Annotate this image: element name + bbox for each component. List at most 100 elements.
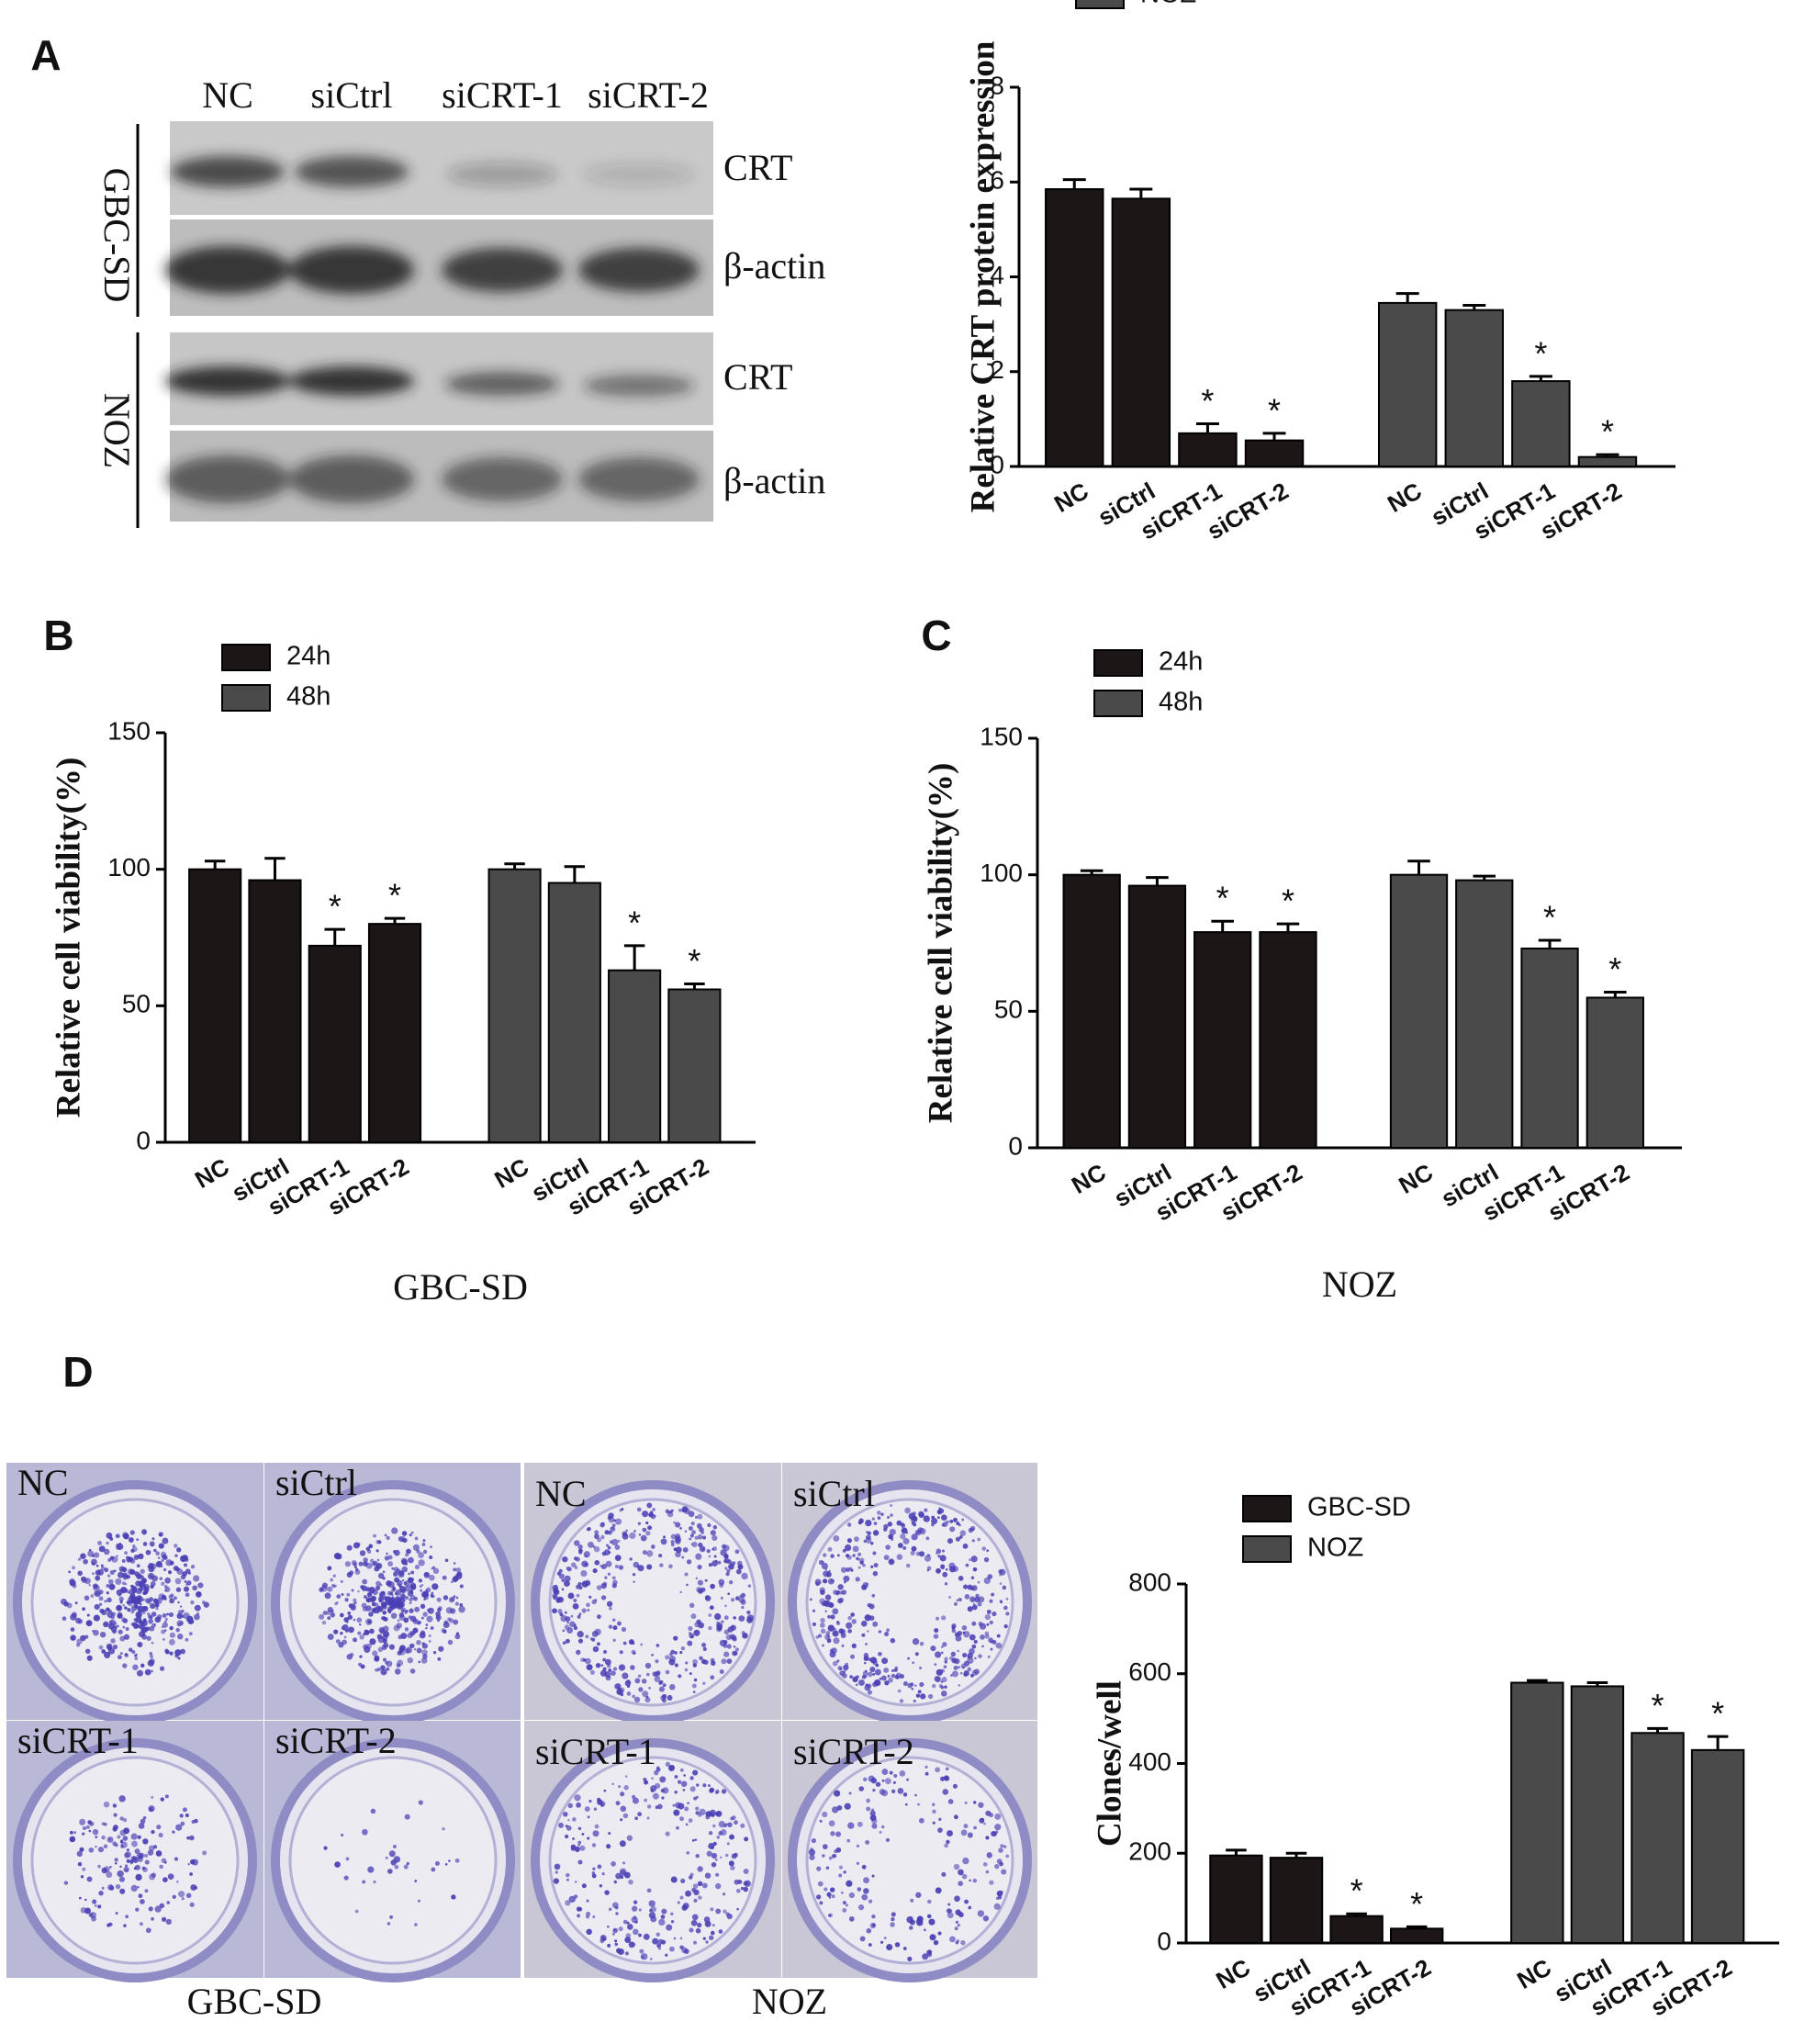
colony-dot: [327, 1566, 332, 1571]
colony-dot: [983, 1577, 991, 1585]
colony-dot: [129, 1860, 134, 1865]
colony-dot: [140, 1818, 146, 1825]
colony-dot: [822, 1854, 825, 1858]
colony-dot: [691, 1541, 698, 1547]
colony-dot: [118, 1795, 126, 1803]
colony-dot: [401, 1607, 407, 1612]
colony-dot: [886, 1947, 890, 1950]
colony-dot: [681, 1506, 689, 1513]
colony-dot: [957, 1649, 959, 1653]
colony-dot: [627, 1924, 633, 1930]
colony-dot: [398, 1570, 405, 1577]
colony-dot: [76, 1643, 81, 1647]
x-axis-title: NOZ: [1322, 1263, 1397, 1305]
colony-dot: [177, 1600, 180, 1604]
colony-dot: [658, 1918, 666, 1926]
colony-dot: [654, 1676, 661, 1683]
colony-dot: [688, 1526, 693, 1531]
colony-dot: [867, 1683, 872, 1689]
colony-dot: [181, 1897, 185, 1901]
colony-dot: [574, 1540, 580, 1546]
colony-dot: [897, 1788, 904, 1794]
colony-dot: [362, 1880, 366, 1884]
colony-dot: [661, 1698, 667, 1703]
significance-mark: *: [1216, 880, 1229, 917]
colony-dot: [81, 1832, 85, 1836]
colony-dot: [161, 1629, 166, 1634]
colony-dot: [130, 1833, 138, 1840]
condition-label: siCRT-1: [17, 1720, 139, 1761]
colony-dot: [174, 1578, 182, 1585]
colony-dot: [649, 1511, 654, 1515]
colony-dot: [364, 1595, 367, 1599]
colony-dot: [386, 1580, 392, 1587]
colony-dot: [705, 1940, 709, 1944]
colony-dot: [919, 1681, 924, 1688]
colony-dot: [162, 1916, 167, 1922]
colony-dot: [174, 1649, 182, 1657]
bar: [1111, 197, 1171, 467]
colony-dot: [715, 1810, 723, 1817]
colony-dot: [701, 1658, 707, 1665]
colony-dot: [638, 1933, 642, 1937]
colony-dot: [833, 1535, 840, 1542]
colony-dot: [161, 1858, 167, 1864]
colony-dot: [650, 1513, 656, 1520]
colony-dot: [822, 1844, 828, 1850]
colony-dot: [608, 1516, 615, 1523]
colony-dot: [592, 1645, 599, 1653]
colony-dot: [661, 1796, 665, 1800]
colony-dot: [576, 1649, 581, 1656]
colony-dot: [139, 1602, 142, 1606]
colony-dot: [391, 1527, 398, 1534]
colony-dot: [852, 1554, 856, 1557]
colony-dot: [619, 1650, 623, 1655]
colony-dot: [366, 1591, 373, 1598]
colony-dot: [888, 1558, 895, 1566]
colony-dot: [148, 1906, 153, 1912]
colony-dot: [668, 1658, 676, 1666]
colony-dot: [581, 1560, 588, 1567]
colony-dot: [573, 1598, 577, 1603]
significance-mark: *: [1410, 1885, 1423, 1923]
colony-dot: [164, 1585, 168, 1589]
legend-swatch: [221, 644, 271, 671]
colony-dot: [628, 1639, 634, 1645]
significance-mark: *: [1350, 1872, 1363, 1910]
colony-dot: [566, 1878, 569, 1881]
colony-dot: [591, 1599, 597, 1605]
colony-dot: [401, 1531, 408, 1536]
colony-dot: [130, 1856, 137, 1862]
colony-dot: [868, 1603, 875, 1610]
colony-dot: [937, 1555, 941, 1558]
colony-dot: [632, 1797, 639, 1804]
colony-dot: [599, 1883, 603, 1888]
colony-dot: [843, 1870, 846, 1874]
colony-dot: [625, 1775, 628, 1778]
colony-dot: [842, 1673, 847, 1679]
colony-dot: [658, 1686, 666, 1692]
colony-dot: [846, 1522, 852, 1527]
colony-dot: [404, 1627, 409, 1632]
colony-dot: [977, 1910, 985, 1917]
colony-dot: [618, 1785, 621, 1789]
colony-dot: [108, 1583, 116, 1590]
colony-dot: [169, 1625, 174, 1631]
colony-dot: [891, 1673, 896, 1679]
colony-dot: [835, 1621, 841, 1625]
colony-dot: [611, 1618, 616, 1623]
colony-dot: [159, 1666, 165, 1671]
colony-dot: [704, 1595, 710, 1600]
colony-dot: [354, 1909, 359, 1914]
colony-dot: [611, 1861, 616, 1867]
colony-dot: [144, 1859, 150, 1865]
colony-dot: [695, 1577, 699, 1580]
bar: [1511, 380, 1571, 468]
colony-dot: [431, 1867, 436, 1872]
colony-dot: [949, 1566, 956, 1573]
colony-dot: [651, 1653, 654, 1657]
colony-dot: [161, 1594, 167, 1600]
colony-dot: [420, 1584, 424, 1587]
colony-dot: [86, 1876, 93, 1882]
colony-dot: [673, 1809, 680, 1816]
